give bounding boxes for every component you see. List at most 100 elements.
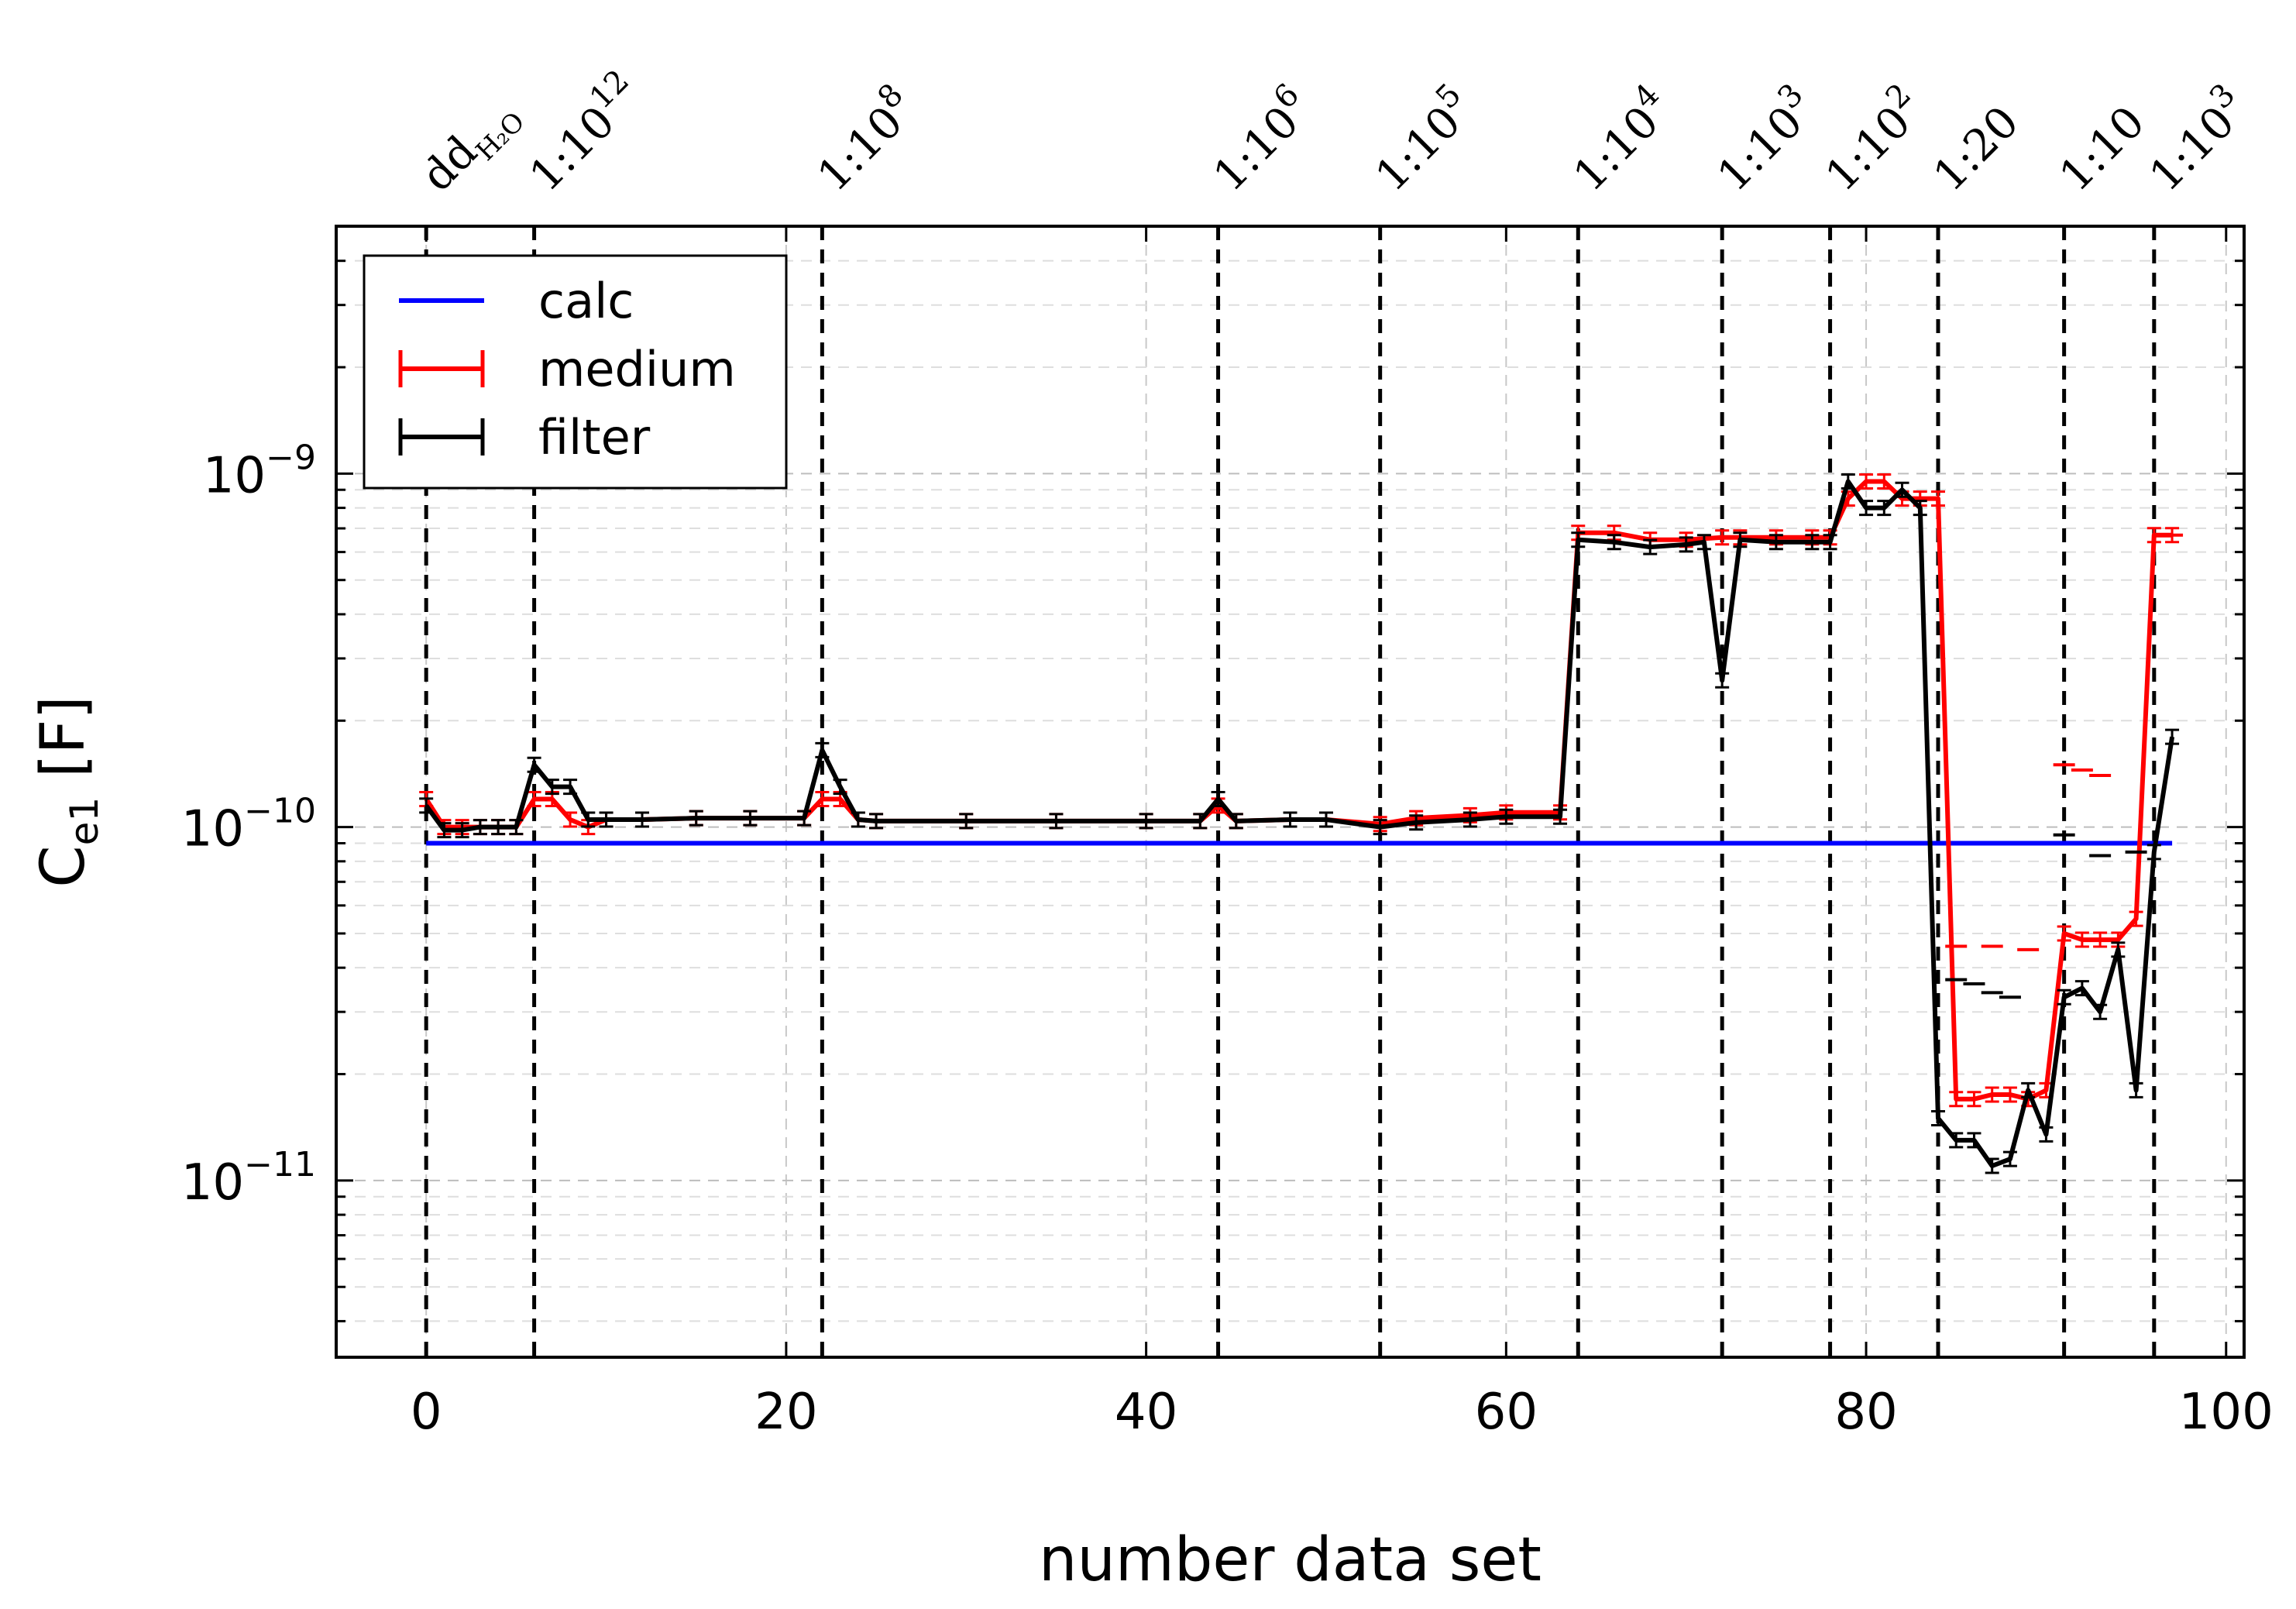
error-bar-filter — [509, 819, 524, 836]
error-bar-filter — [959, 813, 974, 830]
error-bar-filter — [1715, 672, 1730, 689]
y-tick-label: 10−9 — [203, 438, 316, 504]
dilution-label: 1:20 — [1924, 97, 2029, 201]
series-line-medium — [424, 479, 2173, 1102]
error-bar-filter — [1859, 500, 1874, 517]
error-bar-filter — [689, 810, 703, 827]
dilution-label-base: 1:20 — [1924, 97, 2029, 201]
error-bar-filter — [1211, 790, 1225, 807]
x-tick-label: 0 — [411, 1384, 442, 1441]
y-axis-title-sub: e1 — [62, 797, 107, 846]
error-bar-filter — [2021, 1081, 2036, 1098]
y-tick-base: 10 — [181, 1154, 244, 1212]
dilution-label-base: 1:10 — [2050, 97, 2155, 201]
error-bar-filter — [1967, 1132, 1982, 1149]
legend-label-calc: calc — [538, 273, 634, 329]
error-bar-filter — [1733, 531, 1748, 548]
y-tick-base: 10 — [203, 447, 266, 504]
dilution-label: 1:104 — [1558, 77, 1682, 201]
y-axis-title-main: C — [29, 845, 98, 887]
dilution-label-base: dd — [412, 126, 487, 201]
error-bar-medium — [2129, 910, 2143, 927]
detached-markers-filter — [1945, 833, 2147, 999]
error-bar-medium — [1715, 529, 1730, 546]
error-bar-filter — [2039, 1126, 2054, 1143]
x-tick-label: 100 — [2179, 1384, 2274, 1441]
error-bar-medium — [1985, 1086, 1999, 1103]
y-tick-base: 10 — [181, 801, 244, 858]
error-bar-filter — [473, 819, 487, 836]
series-layer — [419, 473, 2184, 1174]
error-bar-medium — [2093, 931, 2108, 948]
legend-label-medium: medium — [538, 341, 736, 397]
dilution-label: 1:106 — [1198, 77, 1323, 201]
error-bar-filter — [1823, 534, 1837, 551]
error-bar-filter — [1841, 473, 1855, 490]
error-bar-filter — [599, 811, 614, 828]
error-bar-filter — [1318, 811, 1333, 828]
error-bar-filter — [2146, 844, 2161, 861]
error-bar-filter — [527, 756, 541, 773]
error-bar-filter — [1462, 811, 1477, 828]
detached-markers-medium — [1945, 533, 2184, 951]
error-bar-filter — [563, 779, 578, 796]
x-tick-label: 80 — [1834, 1384, 1897, 1441]
error-bar-filter — [1696, 534, 1711, 551]
error-bar-filter — [797, 810, 812, 827]
plot-frame — [335, 225, 2246, 1359]
error-bar-medium — [1877, 473, 1892, 490]
error-bar-medium — [1930, 490, 1945, 507]
y-tick-label: 10−11 — [181, 1145, 316, 1212]
error-bar-filter — [2057, 988, 2071, 1006]
y-axis-title: Ce1 [F] — [29, 696, 107, 888]
dilution-label: 1:1012 — [514, 63, 653, 201]
error-bar-medium — [1859, 473, 1874, 490]
error-bar-medium — [1967, 1091, 1982, 1108]
error-bar-filter — [851, 811, 865, 828]
y-axis-title-unit: [F] — [29, 696, 98, 797]
error-bar-filter — [545, 779, 559, 796]
error-bar-filter — [581, 811, 596, 828]
error-bar-filter — [2002, 1150, 2017, 1167]
error-bar-medium — [1949, 1091, 1964, 1108]
y-tick-exponent: −10 — [244, 792, 316, 831]
error-bar-filter — [815, 741, 830, 758]
error-bar-medium — [2057, 925, 2071, 942]
error-bar-medium — [2002, 1086, 2017, 1103]
error-bar-filter — [1499, 808, 1514, 825]
error-bar-filter — [2129, 1081, 2143, 1098]
dilution-label: 1:105 — [1360, 77, 1485, 201]
error-bar-filter — [1049, 813, 1064, 830]
error-bar-filter — [635, 811, 650, 828]
error-bar-filter — [491, 819, 506, 836]
error-bar-filter — [1283, 811, 1298, 828]
error-bar-filter — [869, 813, 884, 830]
dilution-label: 1:103 — [1702, 77, 1827, 201]
error-bar-filter — [2074, 980, 2089, 997]
legend-entry-calc: calc — [399, 273, 634, 329]
error-bar-filter — [1607, 534, 1621, 551]
error-bar-filter — [1643, 538, 1658, 555]
x-tick-label: 40 — [1115, 1384, 1177, 1441]
dilution-label: ddH₂O — [412, 88, 531, 206]
error-bar-medium — [2146, 527, 2161, 544]
grid — [336, 225, 2244, 1357]
error-bar-filter — [1193, 813, 1208, 830]
error-bar-filter — [1877, 500, 1892, 517]
dilution-label: 1:10 — [2050, 97, 2155, 201]
error-bar-filter — [1679, 536, 1693, 553]
error-bar-filter — [1930, 1110, 1945, 1127]
series-line-filter — [424, 479, 2175, 1168]
y-tick-label: 10−10 — [181, 792, 316, 858]
error-bar-filter — [1913, 500, 1927, 517]
error-bar-filter — [2165, 728, 2180, 745]
error-bar-filter — [1373, 819, 1387, 836]
x-tick-label: 60 — [1475, 1384, 1538, 1441]
y-tick-exponent: −11 — [244, 1145, 316, 1184]
error-bar-filter — [437, 822, 452, 839]
error-bar-filter — [1229, 813, 1243, 830]
legend-box — [363, 254, 788, 490]
error-bar-filter — [1949, 1132, 1964, 1149]
